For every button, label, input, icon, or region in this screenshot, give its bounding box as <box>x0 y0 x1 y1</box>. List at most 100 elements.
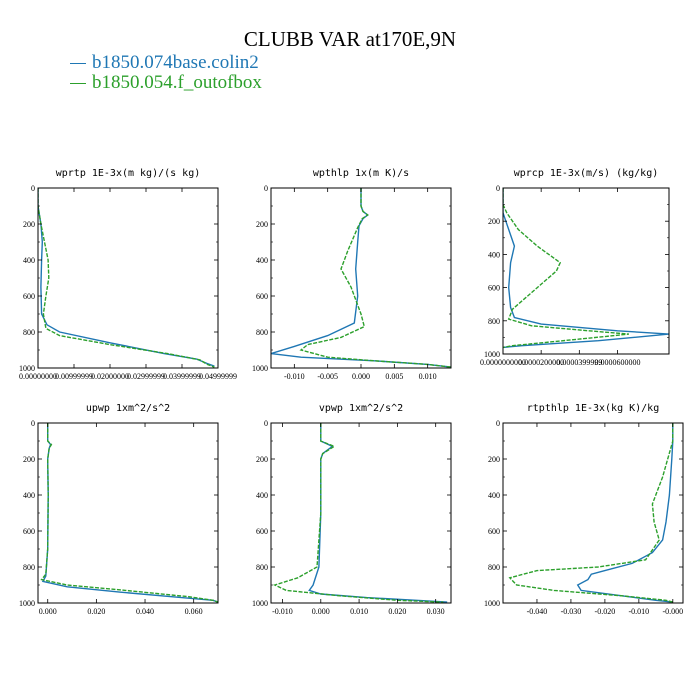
y-tick-label: 200 <box>256 220 268 229</box>
y-tick-label: 1000 <box>19 599 35 608</box>
series-line-outofbox <box>503 188 629 349</box>
legend-line-swatch <box>70 63 86 65</box>
y-tick-label: 0 <box>264 419 268 428</box>
series-line-outofbox <box>272 423 444 603</box>
y-tick-label: 400 <box>23 491 35 500</box>
panel-title: wprcp 1E-3x(m/s) (kg/kg) <box>514 168 659 179</box>
x-tick-label: 0.000 <box>352 372 370 381</box>
panel-title: upwp 1xm^2/s^2 <box>86 403 170 414</box>
x-tick-label: -0.020 <box>595 607 616 616</box>
x-tick-label: 0.0000600000 <box>594 358 640 367</box>
figure-title: CLUBB VAR at170E,9N <box>243 27 457 51</box>
panel-title: wpthlp 1x(m K)/s <box>313 168 409 179</box>
x-tick-label: -0.010 <box>272 607 293 616</box>
x-tick-label: 0.040 <box>136 607 154 616</box>
y-tick-label: 400 <box>488 250 500 259</box>
y-tick-label: 0 <box>496 184 500 193</box>
y-tick-label: 1000 <box>19 364 35 373</box>
legend-line-swatch <box>70 83 86 85</box>
y-tick-label: 800 <box>488 563 500 572</box>
y-tick-label: 600 <box>23 527 35 536</box>
series-line-base <box>38 188 215 367</box>
x-tick-label: 0.0000000000 <box>480 358 526 367</box>
x-tick-label: 0.04999999 <box>199 372 237 381</box>
y-tick-label: 200 <box>488 455 500 464</box>
y-tick-label: 200 <box>256 455 268 464</box>
y-tick-label: 0 <box>31 184 35 193</box>
series-line-base <box>41 423 218 603</box>
y-tick-label: 200 <box>23 220 35 229</box>
x-tick-label: 0.03999999 <box>163 372 201 381</box>
y-tick-label: 0 <box>264 184 268 193</box>
x-tick-label: -0.030 <box>561 607 582 616</box>
panel-5: vpwp 1xm^2/s^2 0 200 400 600 800 1000 -0.010 0.0… <box>252 403 452 616</box>
series-line-base <box>576 423 674 603</box>
y-tick-label: 600 <box>488 527 500 536</box>
x-tick-label: 0.00000000 <box>19 372 57 381</box>
legend-entry-outofbox: b1850.054.f_outofbox <box>70 72 262 94</box>
y-tick-label: 1000 <box>252 364 268 373</box>
x-tick-label: 0.020 <box>388 607 406 616</box>
plot-frame <box>502 187 670 355</box>
plot-frame <box>37 422 219 604</box>
panel-1: wprtp 1E-3x(m kg)/(s kg) 0 200 400 600 800 100… <box>19 168 237 381</box>
y-tick-label: 600 <box>256 527 268 536</box>
y-tick-label: 0 <box>496 419 500 428</box>
y-tick-label: 400 <box>23 256 35 265</box>
x-tick-label: -0.010 <box>629 607 650 616</box>
series-line-outofbox <box>508 423 674 603</box>
x-tick-label: 0.005 <box>385 372 403 381</box>
plot-frame <box>270 187 452 369</box>
panel-title: rtpthlp 1E-3x(kg K)/kg <box>527 403 659 414</box>
x-tick-label: 0.000 <box>312 607 330 616</box>
y-tick-label: 400 <box>488 491 500 500</box>
x-tick-label: 0.030 <box>427 607 445 616</box>
x-tick-label: 0.00999999 <box>55 372 93 381</box>
x-tick-label: 0.02999999 <box>127 372 165 381</box>
y-tick-label: 800 <box>23 328 35 337</box>
series-line-outofbox <box>40 423 218 603</box>
x-tick-label: 0.000 <box>39 607 57 616</box>
panel-title: wprtp 1E-3x(m kg)/(s kg) <box>56 168 201 179</box>
y-tick-label: 800 <box>256 563 268 572</box>
legend-label: b1850.054.f_outofbox <box>92 72 262 93</box>
x-tick-label: 0.020 <box>87 607 105 616</box>
y-tick-label: 800 <box>488 317 500 326</box>
x-tick-label: 0.010 <box>419 372 437 381</box>
y-tick-label: 800 <box>23 563 35 572</box>
series-line-outofbox <box>299 188 451 368</box>
series-line-base <box>271 188 451 368</box>
panel-3: wprcp 1E-3x(m/s) (kg/kg) 0 200 400 600 800 100… <box>480 168 670 367</box>
y-tick-label: 200 <box>488 217 500 226</box>
y-tick-label: 600 <box>488 284 500 293</box>
y-tick-label: 1000 <box>484 599 500 608</box>
x-tick-label: -0.000 <box>662 607 683 616</box>
x-tick-label: 0.0000399999 <box>556 358 602 367</box>
x-tick-label: 0.010 <box>350 607 368 616</box>
x-tick-label: -0.040 <box>527 607 548 616</box>
y-tick-label: 0 <box>31 419 35 428</box>
plot-frame <box>270 422 452 604</box>
y-tick-label: 400 <box>256 491 268 500</box>
plot-frame <box>37 187 219 369</box>
panel-6: rtpthlp 1E-3x(kg K)/kg 0 200 400 600 800 1000 -… <box>484 403 684 616</box>
legend-label: b1850.074base.colin2 <box>92 52 259 73</box>
y-tick-label: 1000 <box>252 599 268 608</box>
x-tick-label: 0.060 <box>185 607 203 616</box>
x-tick-label: -0.010 <box>284 372 305 381</box>
y-tick-label: 600 <box>256 292 268 301</box>
x-tick-label: 0.02000000 <box>91 372 129 381</box>
y-tick-label: 600 <box>23 292 35 301</box>
series-line-base <box>308 423 448 603</box>
y-tick-label: 200 <box>23 455 35 464</box>
y-tick-label: 400 <box>256 256 268 265</box>
y-tick-label: 800 <box>256 328 268 337</box>
x-tick-label: -0.005 <box>317 372 338 381</box>
panel-4: upwp 1xm^2/s^2 0 200 400 600 800 1000 0.000 0.02… <box>19 403 219 616</box>
plot-frame <box>502 422 684 604</box>
legend-entry-base: b1850.074base.colin2 <box>70 52 259 74</box>
series-line-outofbox <box>38 188 215 368</box>
panel-2: wpthlp 1x(m K)/s 0 200 400 600 800 1000 -0.010 -… <box>252 168 452 381</box>
panel-title: vpwp 1xm^2/s^2 <box>319 403 403 414</box>
